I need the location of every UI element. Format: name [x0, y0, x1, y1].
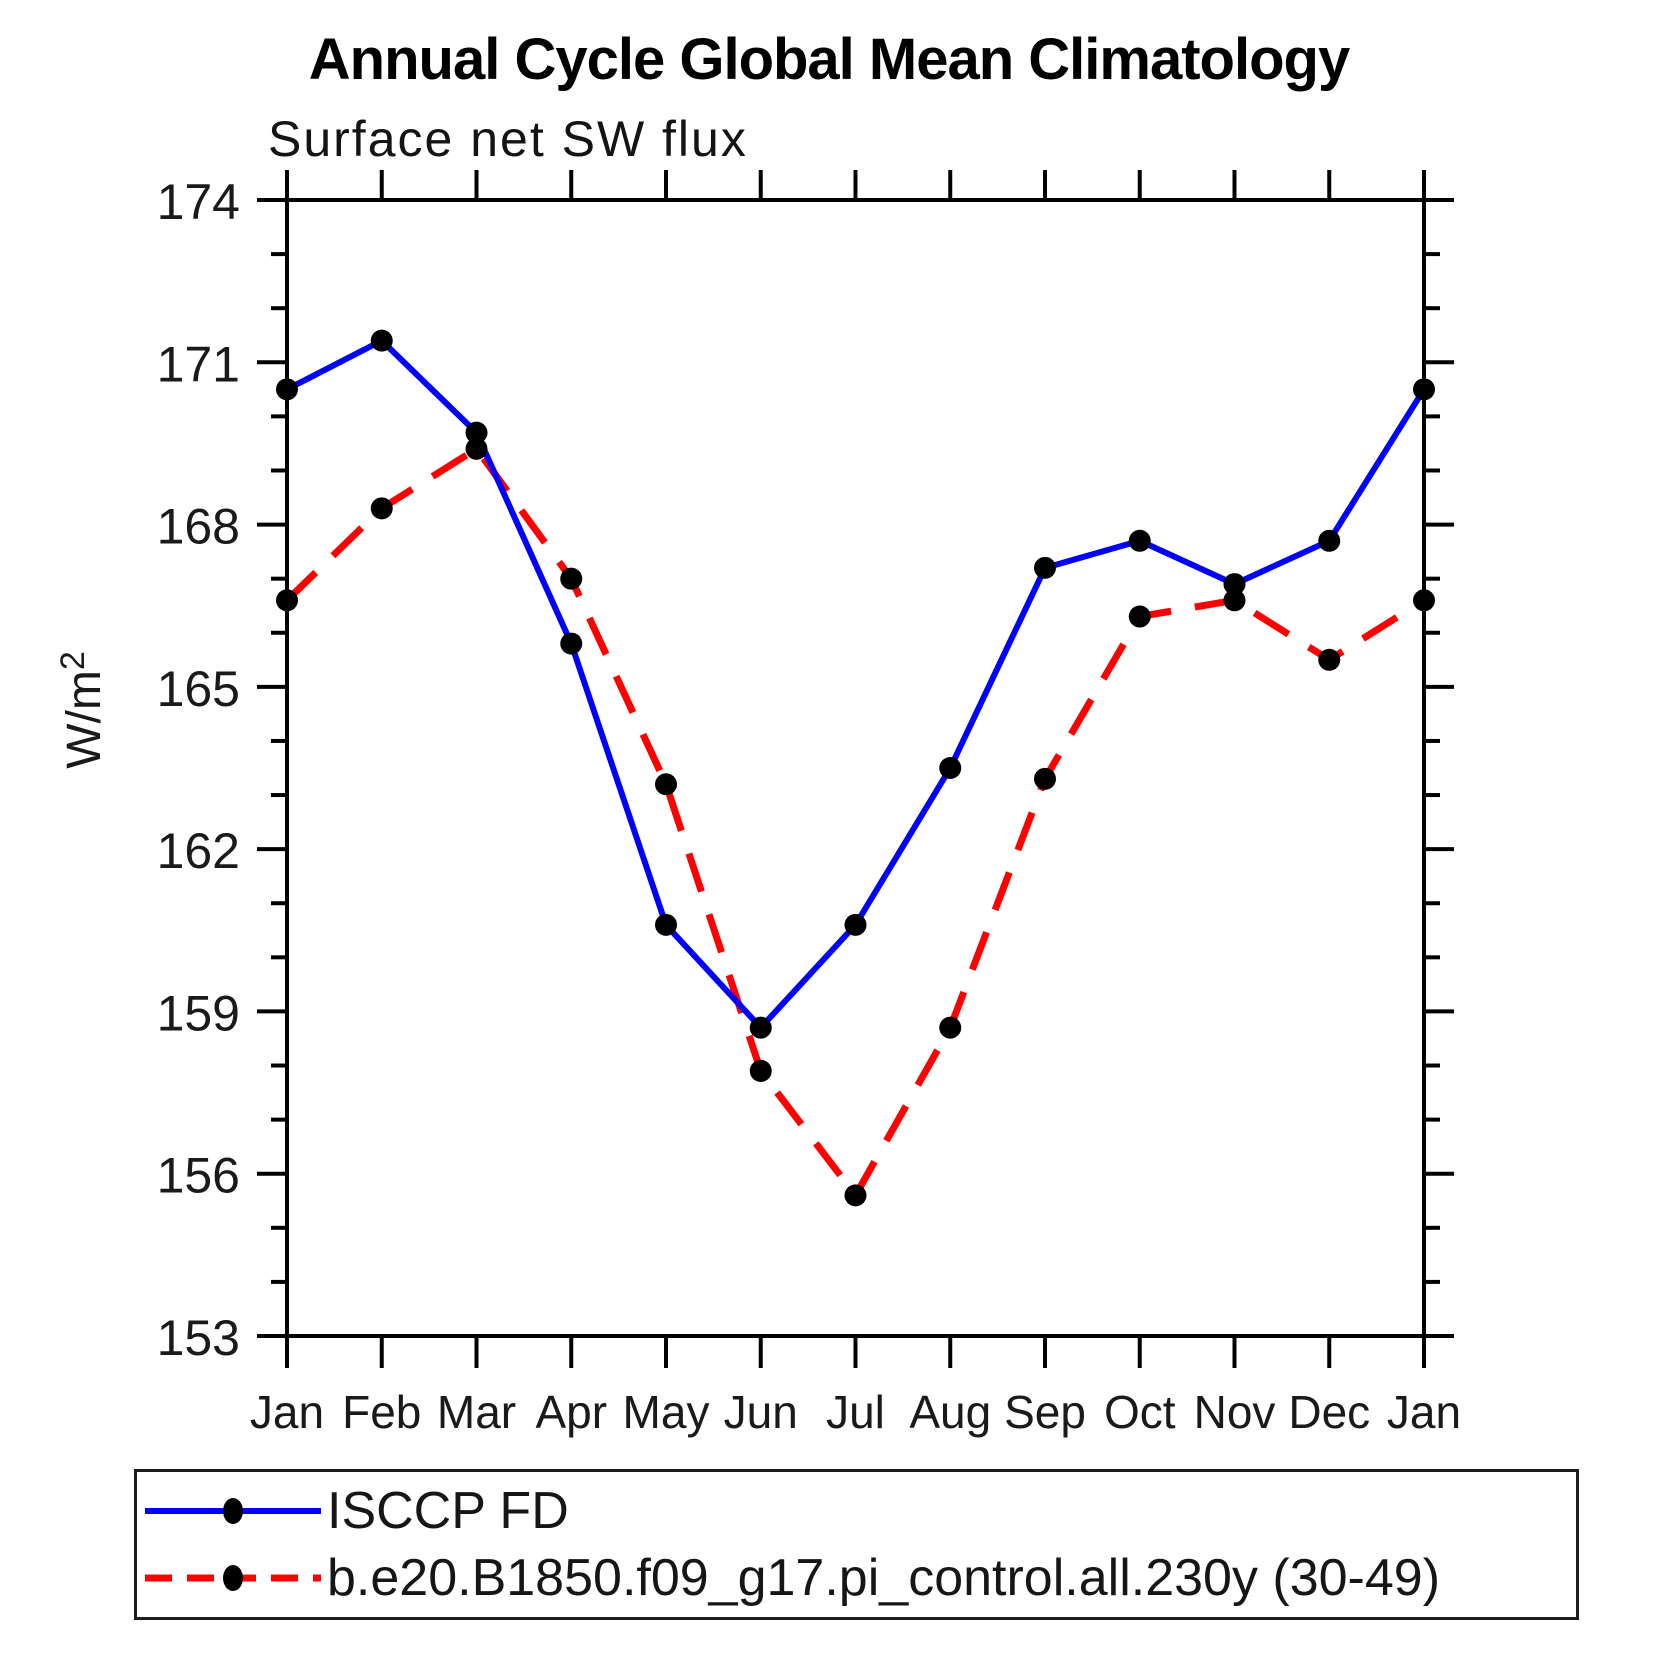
data-point-0-Apr: [560, 632, 583, 655]
data-point-1-Jul: [844, 1184, 867, 1207]
data-point-0-Jan: [276, 378, 298, 401]
legend-entry-model: b.e20.B1850.f09_g17.pi_control.all.230y …: [142, 1547, 1576, 1609]
data-point-1-Apr: [560, 567, 583, 590]
x-tick-label: Oct: [1104, 1386, 1176, 1438]
data-point-0-Jul: [844, 913, 867, 936]
data-point-1-Jan: [1413, 589, 1435, 612]
y-tick-label: 174: [157, 174, 240, 230]
data-point-1-Mar: [465, 437, 488, 460]
data-point-0-Aug: [939, 757, 962, 779]
legend: ISCCP FD b.e20.B1850.f09_g17.pi_control.…: [134, 1469, 1579, 1620]
legend-label-isccp: ISCCP FD: [327, 1482, 569, 1541]
data-point-1-Aug: [939, 1016, 962, 1039]
x-tick-label: May: [623, 1386, 710, 1438]
data-point-0-Oct: [1128, 529, 1151, 552]
x-tick-label: Dec: [1288, 1386, 1370, 1438]
data-point-1-Dec: [1318, 648, 1341, 671]
data-point-0-Nov: [1223, 573, 1246, 596]
y-tick-label: 156: [157, 1148, 240, 1204]
x-tick-label: Jun: [724, 1386, 798, 1438]
legend-marker-dot-icon: [223, 1498, 243, 1525]
y-tick-label: 171: [157, 336, 240, 392]
x-tick-label: Mar: [437, 1386, 516, 1438]
data-point-1-Oct: [1128, 605, 1151, 628]
data-point-0-May: [655, 913, 677, 936]
x-tick-label: Nov: [1194, 1386, 1276, 1438]
data-point-1-Sep: [1034, 767, 1056, 790]
y-tick-label: 159: [157, 985, 240, 1041]
data-point-0-Feb: [370, 329, 393, 352]
x-tick-label: Apr: [535, 1386, 607, 1438]
chart-title: Annual Cycle Global Mean Climatology: [308, 27, 1350, 92]
series-line-1: [284, 444, 1426, 1202]
x-tick-label: Sep: [1004, 1386, 1086, 1438]
data-point-0-Jun: [749, 1016, 772, 1039]
data-point-1-Jan: [276, 589, 298, 612]
data-point-1-May: [655, 773, 677, 796]
plot-frame: [285, 198, 1426, 1338]
data-point-1-Jun: [749, 1059, 772, 1082]
y-tick-label: 165: [157, 661, 240, 717]
data-point-1-Feb: [370, 497, 393, 520]
data-point-0-Sep: [1034, 556, 1056, 579]
legend-entry-isccp: ISCCP FD: [142, 1480, 1576, 1542]
data-point-0-Jan: [1413, 378, 1435, 401]
data-point-1-Nov: [1223, 589, 1246, 612]
y-tick-label: 168: [157, 499, 240, 555]
data-point-0-Dec: [1318, 529, 1341, 552]
y-axis-label: W/m2: [54, 651, 111, 769]
chart-subtitle: Surface net SW flux: [268, 111, 748, 167]
y-tick-label: 162: [157, 823, 240, 879]
y-tick-label: 153: [157, 1310, 240, 1366]
legend-label-model: b.e20.B1850.f09_g17.pi_control.all.230y …: [327, 1548, 1441, 1607]
legend-line-dashed-sample: [145, 1564, 321, 1591]
legend-line-solid-sample: [145, 1498, 321, 1525]
x-tick-label: Feb: [342, 1386, 421, 1438]
x-tick-label: Aug: [909, 1386, 991, 1438]
legend-marker-dot-icon: [223, 1564, 243, 1591]
x-tick-label: Jul: [826, 1386, 885, 1438]
x-tick-label: Jan: [250, 1386, 324, 1438]
x-tick-label: Jan: [1387, 1386, 1461, 1438]
data-point-0-Mar: [465, 421, 488, 444]
